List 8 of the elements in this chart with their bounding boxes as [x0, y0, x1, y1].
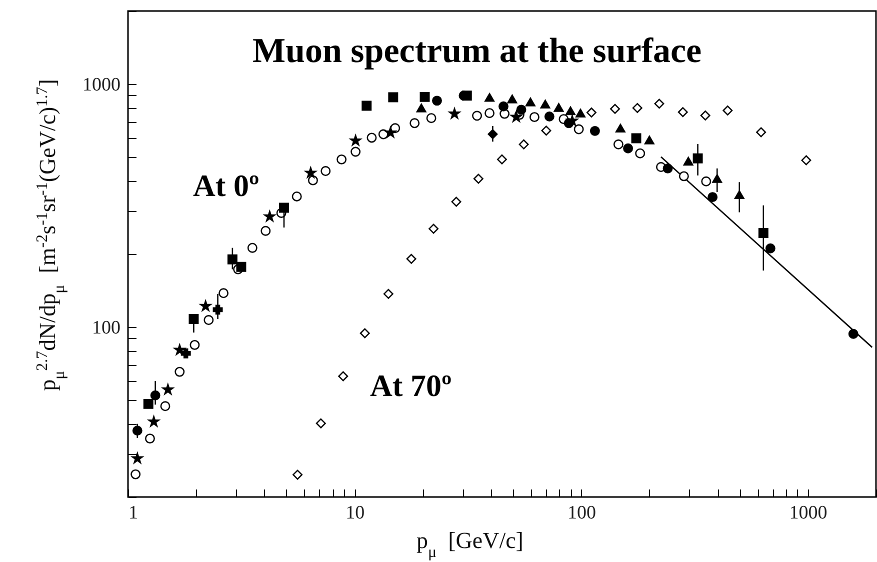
annotation: At 0º	[193, 168, 260, 203]
x-tick-label: 100	[567, 502, 596, 524]
x-tick-label: 10	[346, 502, 365, 524]
x-tick-label: 1	[128, 502, 138, 524]
x-axis-title: p$_{μ}$ [GeV/c]	[416, 528, 524, 560]
x-tick-label: 1000	[789, 502, 828, 524]
annotation: At 70º	[370, 368, 452, 403]
text: Muon spectrum at the surface	[252, 31, 702, 70]
